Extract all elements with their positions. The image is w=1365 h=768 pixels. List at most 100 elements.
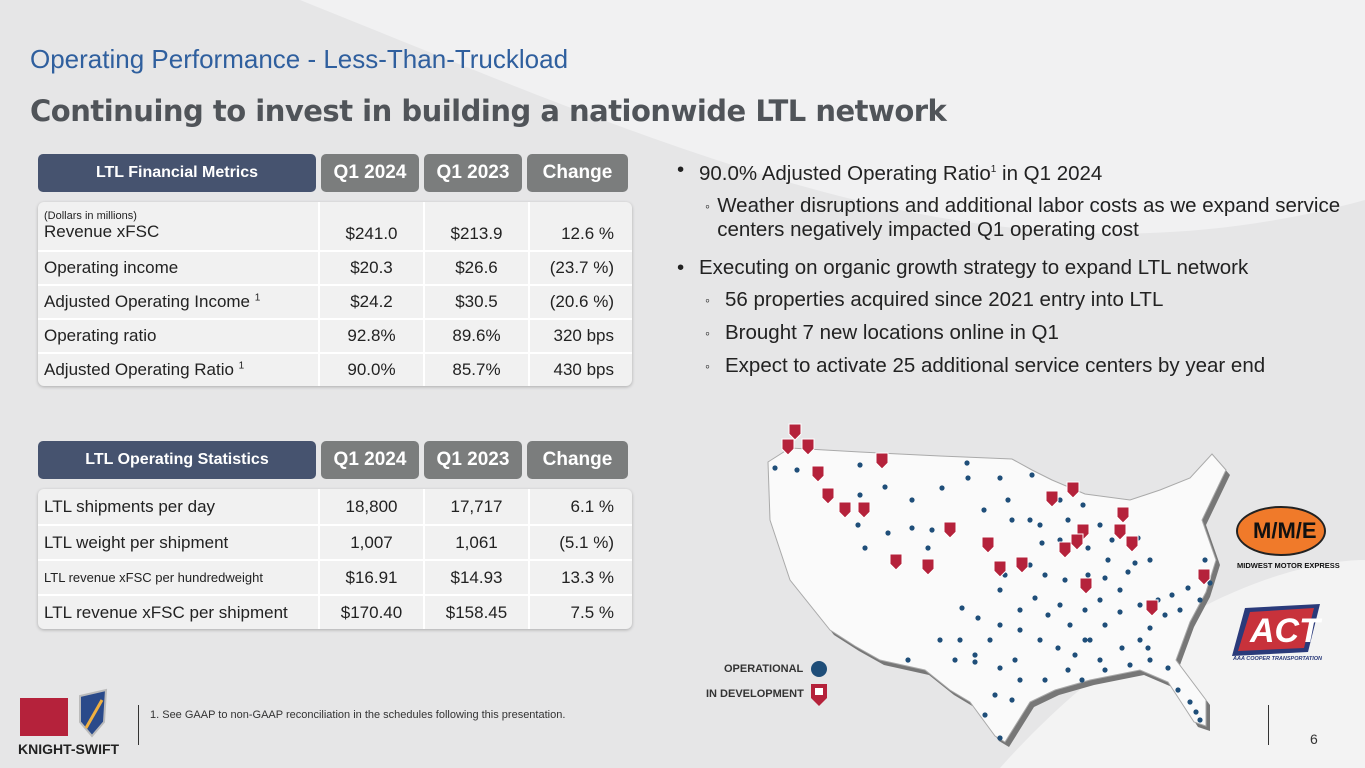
- in-development-location-pin: [889, 553, 903, 571]
- page-number: 6: [1310, 731, 1318, 747]
- cell-change: 7.5 %: [528, 596, 632, 629]
- footnote: 1. See GAAP to non-GAAP reconciliation i…: [150, 709, 566, 721]
- table-row: LTL revenue xFSC per shipment $170.40 $158…: [38, 594, 632, 629]
- operational-location-dot: [1032, 595, 1038, 601]
- in-development-location-pin: [857, 501, 871, 519]
- operational-location-dot: [1029, 472, 1035, 478]
- in-development-location-pin: [1058, 541, 1072, 559]
- sub-bullet-icon: ◦: [705, 197, 710, 214]
- operational-location-dot: [1147, 557, 1153, 563]
- operational-location-dot: [1085, 572, 1091, 578]
- operational-location-dot: [1087, 637, 1093, 643]
- operational-location-dot: [1079, 677, 1085, 683]
- operational-legend-icon: [811, 661, 827, 677]
- row-label: Operating income: [38, 252, 318, 284]
- operational-location-dot: [1037, 637, 1043, 643]
- operational-location-dot: [794, 467, 800, 473]
- table-row: LTL shipments per day 18,800 17,717 6.1 %: [38, 489, 632, 524]
- table-row: Operating income $20.3 $26.6 (23.7 %): [38, 250, 632, 284]
- row-label: Operating ratio: [38, 320, 318, 352]
- sub-bullet-item: ◦ Brought 7 new locations online in Q1: [705, 321, 1357, 345]
- operational-location-dot: [972, 652, 978, 658]
- in-development-location-pin: [993, 560, 1007, 578]
- operational-location-dot: [1102, 622, 1108, 628]
- table-note: (Dollars in millions): [44, 210, 137, 222]
- financial-metrics-table: LTL Financial Metrics Q1 2024 Q1 2023 Ch…: [38, 154, 632, 386]
- operational-location-dot: [1177, 607, 1183, 613]
- row-label-text: Operating ratio: [44, 326, 157, 345]
- row-label-wrap: Revenue xFSC: [44, 222, 159, 242]
- operational-location-dot: [1055, 645, 1061, 651]
- row-label-wrap: Operating income: [44, 258, 178, 278]
- bullet-text: 90.0% Adjusted Operating Ratio1 in Q1 20…: [699, 158, 1102, 186]
- operational-location-dot: [992, 692, 998, 698]
- operational-location-dot: [1017, 627, 1023, 633]
- operational-location-dot: [1197, 597, 1203, 603]
- cell-change: (20.6 %): [528, 286, 632, 318]
- bullet-text-a: 90.0% Adjusted Operating Ratio: [699, 161, 991, 185]
- operational-location-dot: [1085, 545, 1091, 551]
- operational-location-dot: [1202, 557, 1208, 563]
- row-label-text: Adjusted Operating Income: [44, 292, 255, 311]
- bullet-text: Executing on organic growth strategy to …: [699, 256, 1248, 280]
- operational-location-dot: [1132, 560, 1138, 566]
- operational-location-dot: [1125, 569, 1131, 575]
- in-development-location-pin: [1125, 535, 1139, 553]
- operational-location-dot: [1097, 597, 1103, 603]
- operational-location-dot: [964, 460, 970, 466]
- operational-location-dot: [1185, 585, 1191, 591]
- operational-location-dot: [1009, 697, 1015, 703]
- cell-change: 430 bps: [528, 354, 632, 386]
- table-row: LTL weight per shipment 1,007 1,061 (5.1 %): [38, 524, 632, 559]
- mme-logo-name: MIDWEST MOTOR EXPRESS: [1237, 561, 1340, 570]
- operational-location-dot: [1042, 572, 1048, 578]
- operational-location-dot: [909, 497, 915, 503]
- bullet-list: • 90.0% Adjusted Operating Ratio1 in Q1 2…: [677, 158, 1357, 387]
- operational-location-dot: [1037, 522, 1043, 528]
- operational-location-dot: [1057, 497, 1063, 503]
- mme-logo-text: M/M/E: [1253, 518, 1317, 543]
- cell-change: 6.1 %: [528, 489, 632, 524]
- in-development-legend-label: IN DEVELOPMENT: [706, 688, 804, 700]
- in-development-location-pin: [1015, 556, 1029, 574]
- row-label: LTL revenue xFSC per shipment: [44, 602, 288, 622]
- bullet-icon: •: [677, 255, 685, 279]
- operational-location-dot: [1017, 677, 1023, 683]
- cell-q1-2024: 1,007: [318, 526, 423, 559]
- knight-swift-logo: [20, 688, 108, 738]
- operational-legend-label: OPERATIONAL: [724, 663, 804, 675]
- operational-location-dot: [1162, 612, 1168, 618]
- operational-location-dot: [1067, 622, 1073, 628]
- operational-location-dot: [1027, 562, 1033, 568]
- cell-change: (23.7 %): [528, 252, 632, 284]
- operational-location-dot: [1045, 612, 1051, 618]
- operational-location-dot: [862, 545, 868, 551]
- operational-location-dot: [1109, 537, 1115, 543]
- operational-location-dot: [1127, 662, 1133, 668]
- operational-location-dot: [1193, 709, 1199, 715]
- operational-location-dot: [952, 657, 958, 663]
- table-header: Q1 2024: [321, 441, 419, 479]
- table-row: LTL revenue xFSC per hundredweight $16.91…: [38, 559, 632, 594]
- operational-location-dot: [1017, 607, 1023, 613]
- operational-location-dot: [1169, 592, 1175, 598]
- operational-location-dot: [855, 522, 861, 528]
- operational-location-dot: [929, 527, 935, 533]
- operational-location-dot: [1097, 522, 1103, 528]
- mme-logo: [1236, 506, 1326, 556]
- in-development-location-pin: [811, 465, 825, 483]
- row-label: LTL weight per shipment: [44, 532, 229, 552]
- bullet-item: • 90.0% Adjusted Operating Ratio1 in Q1 2…: [677, 158, 1357, 186]
- in-development-location-pin: [875, 452, 889, 470]
- operational-location-dot: [1102, 667, 1108, 673]
- act-logo: [1232, 604, 1320, 656]
- row-label: LTL revenue xFSC per hundredweight: [44, 570, 263, 585]
- operational-location-dot: [1012, 657, 1018, 663]
- in-development-location-pin: [788, 423, 802, 441]
- in-development-location-pin: [1079, 577, 1093, 595]
- operational-location-dot: [982, 712, 988, 718]
- cell-q1-2024: $24.2: [318, 286, 423, 318]
- operating-statistics-table: LTL Operating Statistics Q1 2024 Q1 2023…: [38, 441, 632, 629]
- knight-swift-wordmark: KNIGHT-SWIFT: [18, 741, 120, 757]
- row-label-wrap: Operating ratio: [44, 326, 156, 346]
